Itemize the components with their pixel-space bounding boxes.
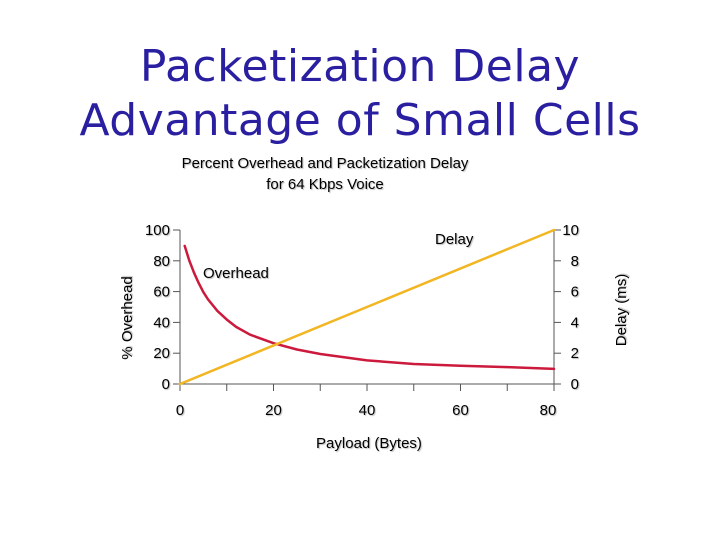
y-left-tick-label: 40	[153, 314, 170, 331]
y-left-tick-label: 80	[153, 253, 170, 270]
x-tick-label: 0	[176, 402, 184, 419]
chart-series	[178, 228, 556, 386]
y-right-axis-label: Delay (ms)	[613, 274, 630, 347]
y-left-tick-label: 60	[153, 284, 170, 301]
slide-title: Packetization Delay Advantage of Small C…	[0, 40, 720, 148]
y-right-tick-label: 4	[571, 314, 579, 331]
x-tick-label: 60	[452, 402, 469, 419]
y-right-tick-label: 6	[571, 284, 579, 301]
series-line-overhead	[183, 244, 556, 371]
y-right-tick-label: 8	[571, 253, 579, 270]
y-left-axis-label: % Overhead	[119, 276, 136, 359]
y-left-tick-label: 0	[162, 376, 170, 393]
y-right-tick-label: 0	[571, 376, 579, 393]
y-left-tick-label: 100	[145, 222, 170, 239]
y-left-tick-label: 20	[153, 345, 170, 362]
x-tick-label: 40	[359, 402, 376, 419]
y-right-tick-label: 2	[571, 345, 579, 362]
x-tick-label: 20	[265, 402, 282, 419]
series-label-overhead: Overhead	[203, 265, 269, 282]
series-line-delay	[178, 228, 556, 386]
slide-title-line2: Advantage of Small Cells	[79, 95, 641, 146]
x-axis-label: Payload (Bytes)	[316, 435, 422, 452]
chart-title: Percent Overhead and Packetization Delay	[182, 155, 469, 172]
y-right-tick-label: 10	[562, 222, 579, 239]
x-tick-label: 80	[540, 402, 557, 419]
slide-title-line1: Packetization Delay	[139, 41, 581, 92]
chart-subtitle: for 64 Kbps Voice	[266, 176, 384, 193]
series-label-delay: Delay	[435, 231, 474, 248]
